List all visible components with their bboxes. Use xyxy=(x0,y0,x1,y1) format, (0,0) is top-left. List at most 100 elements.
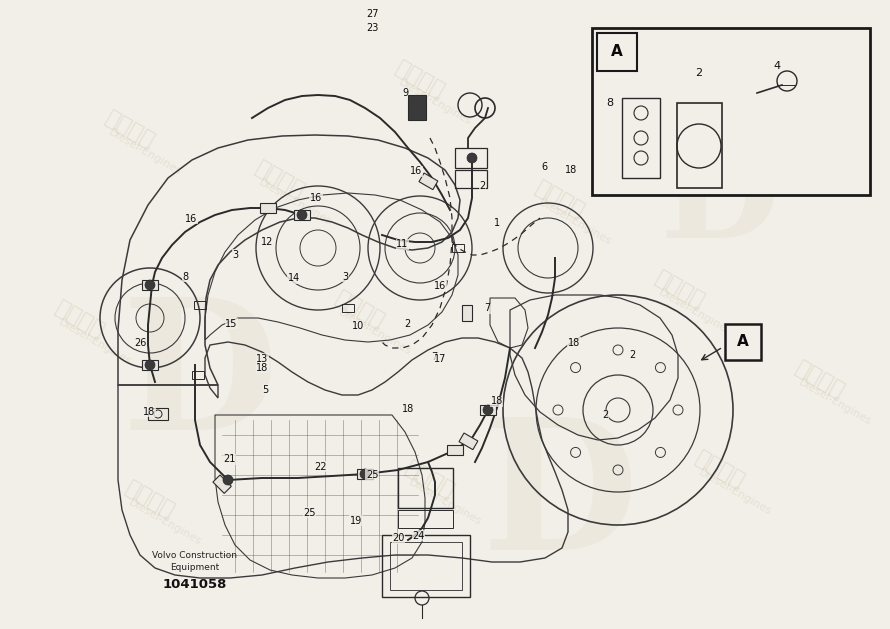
Text: 3: 3 xyxy=(343,272,348,282)
Bar xyxy=(342,304,354,312)
Text: 25: 25 xyxy=(366,470,378,480)
Text: 17: 17 xyxy=(434,353,447,364)
Text: 紫发动力: 紫发动力 xyxy=(792,358,848,402)
Bar xyxy=(677,103,722,188)
Text: 紫发动力: 紫发动力 xyxy=(252,158,308,202)
Bar xyxy=(148,408,168,420)
Text: Diesel-Engines: Diesel-Engines xyxy=(107,127,183,177)
Text: 20: 20 xyxy=(392,533,405,543)
Text: Diesel-Engines: Diesel-Engines xyxy=(407,477,483,527)
Text: A: A xyxy=(611,45,623,60)
Text: 紫发动力: 紫发动力 xyxy=(532,178,588,222)
Text: 紫发动力: 紫发动力 xyxy=(651,268,708,312)
Text: 8: 8 xyxy=(182,272,188,282)
Text: 21: 21 xyxy=(223,454,236,464)
Text: 1: 1 xyxy=(494,218,499,228)
Text: 18: 18 xyxy=(490,396,503,406)
Text: 16: 16 xyxy=(185,214,198,224)
Text: 5: 5 xyxy=(262,385,269,395)
Bar xyxy=(192,371,204,379)
Bar xyxy=(452,244,464,252)
Text: 24: 24 xyxy=(412,531,425,541)
Text: 22: 22 xyxy=(314,462,327,472)
Bar xyxy=(390,542,462,590)
Bar xyxy=(419,173,438,190)
Text: 7: 7 xyxy=(484,303,491,313)
Text: 27: 27 xyxy=(366,9,378,19)
Text: 23: 23 xyxy=(366,23,378,33)
Text: 7: 7 xyxy=(431,352,438,362)
Bar xyxy=(213,475,231,493)
Text: Diesel-Engines: Diesel-Engines xyxy=(657,287,733,337)
Text: 12: 12 xyxy=(261,237,273,247)
Bar xyxy=(455,148,487,168)
Text: 14: 14 xyxy=(287,273,300,283)
Circle shape xyxy=(467,153,477,163)
Bar xyxy=(382,535,470,597)
Text: Diesel-Engines: Diesel-Engines xyxy=(397,77,473,127)
Text: Equipment: Equipment xyxy=(170,562,220,572)
Bar xyxy=(459,433,478,450)
Text: 16: 16 xyxy=(310,193,322,203)
Text: Diesel-Engines: Diesel-Engines xyxy=(697,467,773,517)
Text: 18: 18 xyxy=(143,407,156,417)
Text: 25: 25 xyxy=(303,508,316,518)
Text: 13: 13 xyxy=(256,353,269,364)
Text: 2: 2 xyxy=(602,410,609,420)
Text: 19: 19 xyxy=(350,516,362,526)
Text: 11: 11 xyxy=(396,239,409,249)
Bar xyxy=(447,445,463,455)
Circle shape xyxy=(297,210,307,220)
Text: 紫发动力: 紫发动力 xyxy=(101,108,158,152)
Text: 紫发动力: 紫发动力 xyxy=(122,478,178,522)
Text: 18: 18 xyxy=(401,404,414,414)
Circle shape xyxy=(145,360,155,370)
Text: 26: 26 xyxy=(134,338,147,348)
Text: 1041058: 1041058 xyxy=(163,577,227,591)
Bar xyxy=(597,33,637,71)
Text: 紫发动力: 紫发动力 xyxy=(332,288,388,332)
Bar xyxy=(398,468,453,508)
Text: Diesel-Engines: Diesel-Engines xyxy=(57,317,134,367)
Text: Diesel-Engines: Diesel-Engines xyxy=(676,57,753,107)
Text: 2: 2 xyxy=(404,319,411,329)
Bar xyxy=(398,510,453,528)
Text: 8: 8 xyxy=(606,98,613,108)
Circle shape xyxy=(483,405,493,415)
Text: 18: 18 xyxy=(568,338,580,348)
Text: 18: 18 xyxy=(256,363,269,373)
Text: Volvo Construction: Volvo Construction xyxy=(152,550,238,560)
Circle shape xyxy=(145,280,155,290)
Bar xyxy=(592,28,870,195)
Bar xyxy=(725,324,761,360)
Bar xyxy=(622,98,660,178)
Text: 16: 16 xyxy=(434,281,447,291)
Text: 2: 2 xyxy=(479,181,486,191)
Text: 18: 18 xyxy=(565,165,578,175)
Text: 9: 9 xyxy=(402,88,408,98)
Text: 3: 3 xyxy=(233,250,239,260)
Text: Diesel-Engines: Diesel-Engines xyxy=(537,197,613,247)
Text: Diesel-Engines: Diesel-Engines xyxy=(797,377,873,427)
Bar xyxy=(455,170,487,188)
Text: D: D xyxy=(122,292,279,468)
Bar xyxy=(462,305,472,321)
Text: Diesel-Engines: Diesel-Engines xyxy=(127,497,203,547)
Text: A: A xyxy=(737,335,748,350)
Text: 6: 6 xyxy=(542,162,547,172)
Text: D: D xyxy=(481,412,638,588)
Text: 16: 16 xyxy=(410,166,423,176)
Text: 2: 2 xyxy=(628,350,635,360)
Text: 紫发动力: 紫发动力 xyxy=(52,298,109,342)
Circle shape xyxy=(223,475,233,485)
Bar xyxy=(480,405,496,415)
Bar xyxy=(357,469,373,479)
Text: 15: 15 xyxy=(225,319,238,329)
Text: Diesel-Engines: Diesel-Engines xyxy=(336,307,413,357)
Text: 10: 10 xyxy=(352,321,364,331)
Bar xyxy=(194,301,206,309)
Text: 紫发动力: 紫发动力 xyxy=(392,58,449,102)
Text: Diesel-Engines: Diesel-Engines xyxy=(257,177,333,227)
Bar xyxy=(260,203,276,213)
Bar xyxy=(142,360,158,370)
